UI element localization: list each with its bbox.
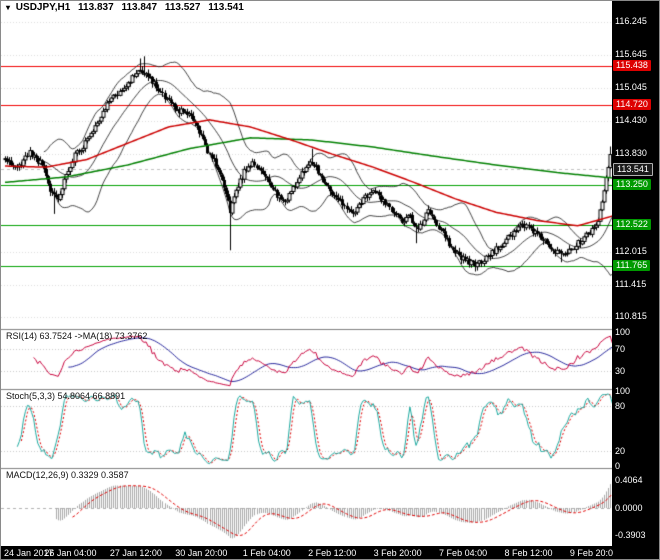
price-scale[interactable]: 116.245 115.645 115.438 115.045 114.720 114.4… xyxy=(612,1,659,546)
chart-symbol-period: USDJPY,H1 xyxy=(15,2,71,13)
macd-scale-label: 0.0000 xyxy=(615,503,643,513)
stoch-scale-label: 80 xyxy=(615,401,626,411)
stoch-scale-label: 20 xyxy=(615,446,626,456)
time-axis-label: 2 Feb 12:00 xyxy=(308,548,357,558)
price-scale-label: 110.815 xyxy=(615,311,647,322)
stoch-indicator-label: Stoch(5,3,3) 54.8064 66.8891 xyxy=(6,391,126,401)
price-scale-label: 113.830 xyxy=(615,147,647,158)
current-price-badge: 113.541 xyxy=(613,163,653,177)
time-axis-label: 7 Feb 04:00 xyxy=(439,548,488,558)
time-axis-label: 3 Feb 20:00 xyxy=(373,548,422,558)
time-axis-label: 24 Jan 2017 xyxy=(4,548,54,558)
ohlc-close: 113.541 xyxy=(208,2,244,13)
price-scale-label: 112.015 xyxy=(615,246,647,257)
rsi-scale-label: 100 xyxy=(615,327,631,337)
time-axis-label: 30 Jan 20:00 xyxy=(175,548,228,558)
stoch-scale-label: 0 xyxy=(615,461,621,471)
ohlc-low: 113.527 xyxy=(164,2,201,13)
macd-indicator-label: MACD(12,26,9) 0.3329 0.3587 xyxy=(6,470,129,480)
price-scale-label: 115.645 xyxy=(615,48,647,59)
macd-scale-label: 0.4064 xyxy=(615,474,643,485)
time-axis-label: 27 Jan 12:00 xyxy=(109,548,162,558)
support-price-badge: 111.765 xyxy=(613,259,651,271)
rsi-indicator-label: RSI(14) 63.7524 ->MA(18) 73.3762 xyxy=(6,331,148,341)
time-axis-labels: 24 Jan 2017 26 Jan 04:00 27 Jan 12:00 30 Ja… xyxy=(1,546,613,559)
resistance-price-badge: 115.438 xyxy=(613,60,651,72)
price-scale-label: 111.415 xyxy=(615,278,647,289)
ohlc-high: 113.847 xyxy=(121,2,158,13)
support-price-badge: 112.522 xyxy=(613,218,651,230)
stoch-scale-label: 100 xyxy=(615,386,631,396)
symbol-marker-icon: ▾ xyxy=(6,3,11,12)
time-axis-label: 26 Jan 04:00 xyxy=(44,548,97,558)
macd-scale-label: -0.3903 xyxy=(615,530,646,541)
time-axis-label: 8 Feb 12:00 xyxy=(504,548,553,558)
price-scale-label: 116.245 xyxy=(615,16,647,27)
rsi-scale-label: 70 xyxy=(615,343,626,354)
chart-header: ▾ USDJPY,H1 113.837 113.847 113.527 113.… xyxy=(6,2,244,13)
time-scale[interactable]: 24 Jan 2017 26 Jan 04:00 27 Jan 12:00 30 Ja… xyxy=(1,546,659,559)
time-axis-label: 1 Feb 04:00 xyxy=(242,548,291,558)
time-axis-label: 9 Feb 20:00 xyxy=(569,548,613,558)
price-scale-label: 115.045 xyxy=(615,81,647,92)
resistance-price-badge: 114.720 xyxy=(613,99,651,111)
ohlc-open: 113.837 xyxy=(78,2,114,13)
rsi-scale-label: 30 xyxy=(615,366,626,377)
price-scale-label: 114.430 xyxy=(615,114,647,125)
support-price-badge: 113.250 xyxy=(613,179,651,191)
